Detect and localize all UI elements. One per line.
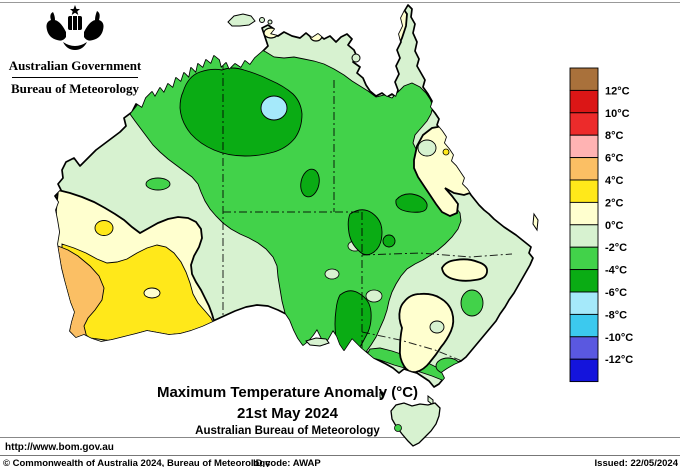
legend-label-4: 4°C bbox=[605, 175, 624, 187]
region-green-sydney-coast bbox=[460, 289, 484, 317]
legend-swatch-5 bbox=[569, 179, 599, 203]
king-island bbox=[379, 391, 384, 399]
header-branding: Australian Government Bureau of Meteorol… bbox=[0, 4, 150, 97]
legend-swatch-0 bbox=[569, 67, 599, 91]
tasmania-coastline bbox=[390, 402, 441, 447]
map-title-block: Maximum Temperature Anomaly (°C) 21st Ma… bbox=[60, 384, 515, 437]
legend-swatch-3 bbox=[569, 134, 599, 159]
legend-label-1: 10°C bbox=[605, 108, 630, 120]
region-cream-hole-in-yellow bbox=[143, 287, 161, 299]
legend-label-2: 8°C bbox=[605, 130, 624, 142]
map-date: 21st May 2024 bbox=[237, 405, 338, 422]
legend-swatch-9 bbox=[569, 269, 599, 293]
coat-of-arms-icon bbox=[46, 5, 104, 50]
footer-divider bbox=[0, 455, 680, 456]
bureau-title: Bureau of Meteorology bbox=[10, 81, 140, 96]
legend-swatch-6 bbox=[569, 201, 599, 226]
melville-island bbox=[227, 13, 256, 27]
legend-label-9: -6°C bbox=[605, 287, 627, 299]
legend-swatch-7 bbox=[569, 224, 599, 248]
anomaly-regions bbox=[55, 6, 513, 385]
pale-hole-3 bbox=[324, 268, 340, 280]
region-darkgreen-musgrave-b bbox=[382, 234, 396, 248]
groote-island bbox=[351, 53, 361, 63]
region-pale-hole-qld bbox=[417, 139, 437, 157]
region-green-tasmania-dot bbox=[394, 424, 402, 432]
pale-hole-2 bbox=[365, 289, 383, 303]
legend-swatch-12 bbox=[569, 336, 599, 360]
issued-text: Issued: 22/05/2024 bbox=[594, 458, 678, 467]
region-green-qld-inland bbox=[483, 159, 511, 193]
state-borders bbox=[222, 62, 513, 370]
region-darkgreen-kimberley bbox=[179, 67, 303, 157]
region-green-westcoast-spot bbox=[145, 177, 171, 191]
top-border-line bbox=[0, 2, 680, 3]
region-yellow-dot-qld bbox=[442, 148, 450, 156]
region-pale-hole-nsw bbox=[429, 320, 445, 334]
region-darkgreen-qld-border bbox=[395, 193, 428, 213]
legend-label-11: -10°C bbox=[605, 332, 633, 344]
region-cream-nsw-central bbox=[398, 292, 455, 374]
legend-swatch-13 bbox=[569, 358, 599, 383]
legend: 12°C 10°C 8°C 6°C 4°C 2°C 0°C -2°C -4°C … bbox=[569, 67, 633, 383]
region-darkgreen-nt-center bbox=[300, 168, 320, 198]
government-title: Australian Government bbox=[8, 58, 142, 73]
legend-label-0: 12°C bbox=[605, 85, 630, 97]
legend-label-8: -4°C bbox=[605, 265, 627, 277]
legend-label-7: -2°C bbox=[605, 242, 627, 254]
region-darkgreen-musgrave bbox=[347, 209, 383, 256]
map-title: Maximum Temperature Anomaly (°C) bbox=[156, 384, 419, 401]
legend-swatches bbox=[569, 67, 599, 383]
islands bbox=[227, 13, 539, 407]
legend-swatch-10 bbox=[569, 291, 599, 315]
region-green-gippsland bbox=[435, 357, 461, 375]
legend-label-5: 2°C bbox=[605, 197, 624, 209]
legend-labels: 12°C 10°C 8°C 6°C 4°C 2°C 0°C -2°C -4°C … bbox=[605, 85, 633, 366]
region-cream-nsw-north bbox=[441, 258, 488, 282]
bom-url: http://www.bom.gov.au bbox=[5, 442, 114, 453]
small-island-2 bbox=[267, 19, 273, 25]
legend-label-3: 6°C bbox=[605, 153, 624, 165]
map-source: Australian Bureau of Meteorology bbox=[195, 425, 380, 437]
legend-swatch-2 bbox=[569, 112, 599, 136]
legend-swatch-4 bbox=[569, 157, 599, 181]
legend-swatch-8 bbox=[569, 246, 599, 271]
map-frame-bottom-line bbox=[0, 437, 680, 438]
tasmania bbox=[390, 402, 441, 447]
copyright-text: © Commonwealth of Australia 2024, Bureau… bbox=[3, 458, 271, 467]
header-divider bbox=[12, 77, 138, 78]
legend-label-6: 0°C bbox=[605, 220, 624, 232]
legend-swatch-1 bbox=[569, 89, 599, 114]
legend-label-10: -8°C bbox=[605, 309, 627, 321]
legend-swatch-11 bbox=[569, 313, 599, 338]
region-yellow-spot-wa bbox=[94, 220, 114, 236]
kangaroo-island bbox=[305, 337, 330, 347]
fraser-island bbox=[532, 212, 539, 232]
id-code-text: ID code: AWAP bbox=[253, 458, 321, 467]
region-cream-nt-coast-2 bbox=[309, 30, 323, 42]
legend-label-12: -12°C bbox=[605, 354, 633, 366]
region-lightblue-spot bbox=[260, 95, 288, 121]
small-island-1 bbox=[259, 17, 265, 23]
